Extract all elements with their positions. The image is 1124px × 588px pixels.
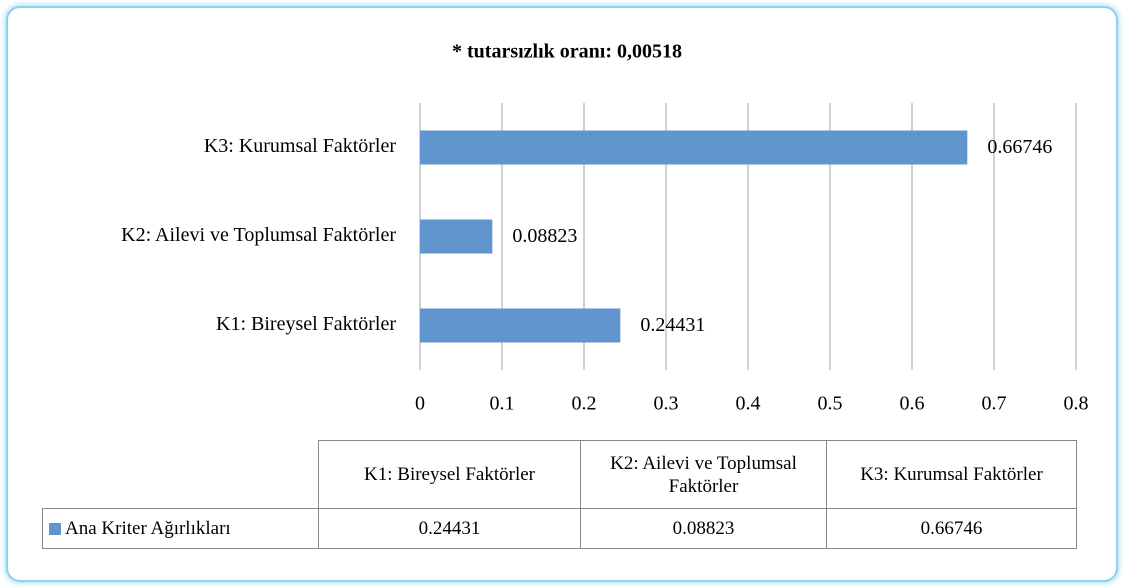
bar (420, 130, 968, 165)
y-tick-label: K3: Kurumsal Faktörler (204, 135, 397, 157)
x-tick-label: 0.2 (572, 393, 597, 415)
legend-label: Ana Kriter Ağırlıkları (65, 518, 231, 539)
y-tick-label: K1: Bireysel Faktörler (216, 313, 396, 335)
x-tick-label: 0.6 (900, 393, 925, 415)
table-text: 0.08823 (672, 518, 735, 539)
x-tick-label: 0.3 (654, 393, 679, 415)
table-text: K1: Bireysel Faktörler (364, 464, 535, 485)
table-value: 0.08823 (580, 508, 827, 549)
x-tick-label: 0.8 (1064, 393, 1089, 415)
data-label: 0.66746 (987, 136, 1052, 158)
chart-title: * tutarsızlık oranı: 0,00518 (452, 41, 682, 63)
data-label: 0.24431 (640, 314, 705, 336)
x-tick-label: 0.4 (736, 393, 761, 415)
y-tick-label: K2: Ailevi ve Toplumsal Faktörler (121, 224, 396, 246)
table-text: K3: Kurumsal Faktörler (860, 464, 1043, 485)
table-value: 0.24431 (318, 508, 581, 549)
x-tick-label: 0.1 (490, 393, 515, 415)
chart-frame (6, 6, 1118, 582)
x-tick-label: 0 (415, 393, 425, 415)
table-value: 0.66746 (826, 508, 1077, 549)
table-text: 0.24431 (418, 518, 481, 539)
bar (420, 219, 493, 254)
table-header: K3: Kurumsal Faktörler (826, 440, 1077, 509)
table-header: K1: Bireysel Faktörler (318, 440, 581, 509)
bar (420, 308, 621, 343)
table-text: K2: Ailevi ve Toplumsal Faktörler (610, 452, 797, 497)
data-label: 0.08823 (512, 225, 577, 247)
table-header: K2: Ailevi ve Toplumsal Faktörler (580, 440, 827, 509)
table-text: 0.66746 (920, 518, 983, 539)
x-tick-label: 0.7 (982, 393, 1007, 415)
table-series: Ana Kriter Ağırlıkları (42, 508, 319, 549)
legend-swatch (49, 522, 61, 535)
x-tick-label: 0.5 (818, 393, 843, 415)
